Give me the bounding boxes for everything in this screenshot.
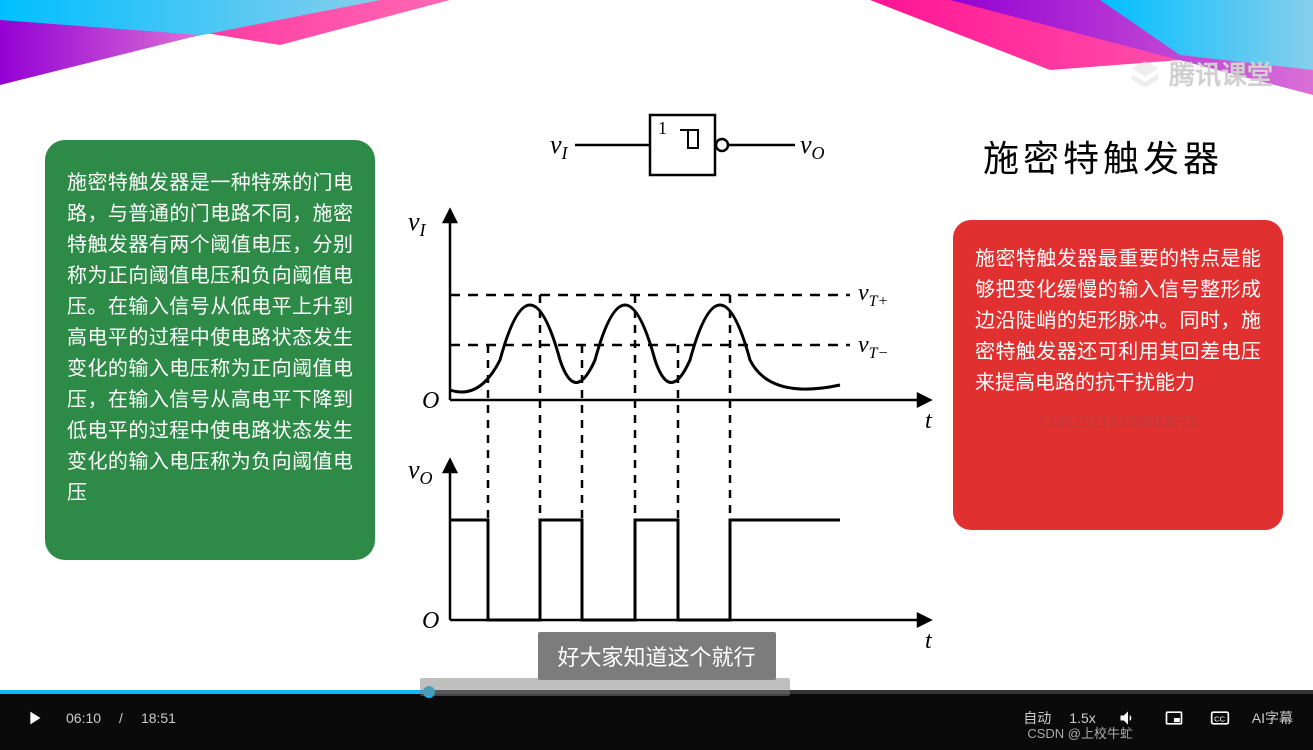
svg-text:vO: vO [800, 130, 825, 163]
video-caption: 好大家知道这个就行 [537, 632, 775, 680]
right-wm: 144115212438583573 [975, 411, 1261, 436]
right-explanation-box: 施密特触发器最重要的特点是能够把变化缓慢的输入信号整形成边沿陡峭的矩形脉冲。同时… [953, 220, 1283, 530]
cc-label[interactable]: AI字幕 [1252, 708, 1293, 728]
svg-text:O: O [422, 608, 439, 634]
svg-text:t: t [925, 408, 933, 434]
platform-watermark: 腾讯课堂 [1129, 55, 1273, 92]
svg-text:vT−: vT− [858, 332, 888, 362]
svg-text:vI: vI [550, 130, 569, 163]
progress-track[interactable] [0, 690, 1313, 694]
svg-text:vO: vO [408, 455, 433, 488]
play-button[interactable] [20, 704, 48, 732]
slide-area: 腾讯课堂 施密特触发器是一种特殊的门电路，与普通的门电路不同，施密特触发器有两个… [0, 0, 1313, 690]
pip-icon [1164, 708, 1184, 728]
left-explanation-box: 施密特触发器是一种特殊的门电路，与普通的门电路不同，施密特触发器有两个阈值电压，… [45, 140, 375, 560]
svg-text:vI: vI [408, 207, 427, 240]
svg-text:O: O [422, 388, 439, 414]
svg-text:CC: CC [1214, 714, 1225, 723]
progress-fill [0, 690, 429, 694]
scrub-preview [420, 678, 790, 696]
play-icon [23, 707, 45, 729]
svg-text:t: t [925, 628, 933, 654]
left-text: 施密特触发器是一种特殊的门电路，与普通的门电路不同，施密特触发器有两个阈值电压，… [67, 172, 353, 504]
time-sep: / [119, 710, 123, 726]
cc-icon: CC [1210, 708, 1230, 728]
credit-label: CSDN @上校牛虻 [1027, 723, 1133, 742]
right-text: 施密特触发器最重要的特点是能够把变化缓慢的输入信号整形成边沿陡峭的矩形脉冲。同时… [975, 248, 1261, 394]
cc-button[interactable]: CC [1206, 704, 1234, 732]
schmitt-diagram: 1 vI vO vI O t vT+ vT− [400, 100, 960, 660]
pip-button[interactable] [1160, 704, 1188, 732]
video-controls: 06:10 / 18:51 自动 1.5x CC AI字幕 CSDN @上校牛虻 [0, 690, 1313, 750]
svg-text:vT+: vT+ [858, 280, 888, 310]
play-logo-icon [1129, 58, 1161, 90]
svg-text:1: 1 [658, 118, 667, 138]
time-total: 18:51 [141, 710, 176, 726]
time-current: 06:10 [66, 710, 101, 726]
slide-title: 施密特触发器 [983, 130, 1223, 182]
watermark-text: 腾讯课堂 [1169, 55, 1273, 92]
